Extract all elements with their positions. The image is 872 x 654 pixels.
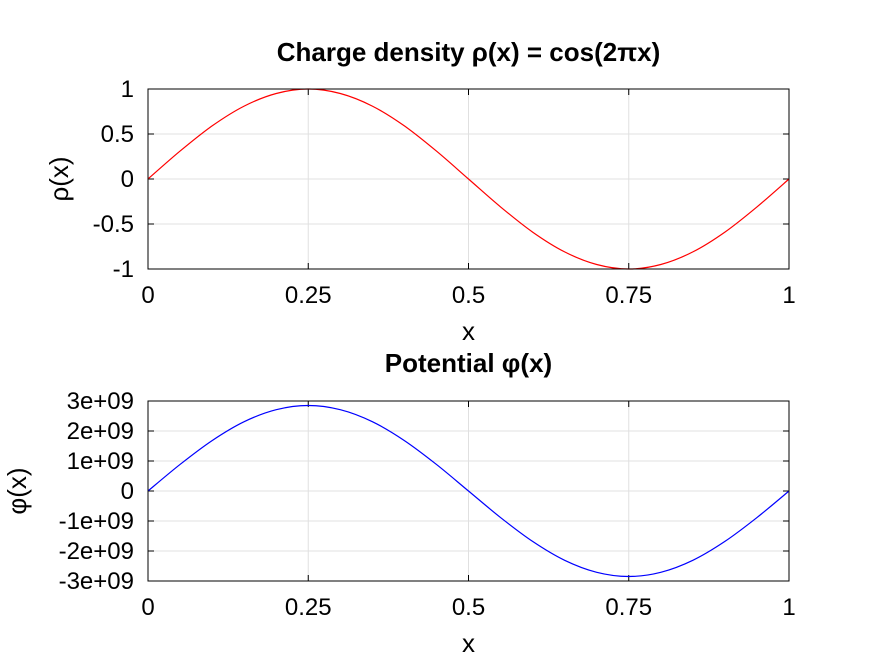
charge-density-y-tick-label: -0.5 xyxy=(93,211,134,238)
charge-density-series-line xyxy=(147,88,790,270)
potential-x-tick-label: 0.25 xyxy=(285,594,332,621)
charge-density-chart: 0 0.25 0.5 0.75 1 -1 -0.5 0 0.5 1 Charge density … xyxy=(44,37,796,346)
charge-density-title: Charge density ρ(x) = cos(2πx) xyxy=(277,37,661,67)
charge-density-y-axis-label: ρ(x) xyxy=(44,156,74,201)
potential-y-tick-label: -2e+09 xyxy=(59,538,134,565)
charge-density-x-tick-label: 0 xyxy=(141,282,154,309)
potential-y-tick-label: 3e+09 xyxy=(67,388,134,415)
charge-density-x-tick-label: 1 xyxy=(782,282,795,309)
potential-ticks: 0 0.25 0.5 0.75 1 -3e+09 -2e+09 -1e+09 0 1e+09 2e+… xyxy=(59,388,796,621)
potential-y-tick-label: 1e+09 xyxy=(67,448,134,475)
potential-x-tick-label: 1 xyxy=(782,594,795,621)
potential-x-tick-label: 0.75 xyxy=(605,594,652,621)
potential-series xyxy=(147,404,790,578)
potential-y-tick-label: 2e+09 xyxy=(67,418,134,445)
potential-y-tick-label: 0 xyxy=(121,478,134,505)
potential-title: Potential φ(x) xyxy=(385,348,552,378)
charge-density-ticks: 0 0.25 0.5 0.75 1 -1 -0.5 0 0.5 1 xyxy=(93,76,796,309)
potential-y-tick-label: -1e+09 xyxy=(59,508,134,535)
potential-y-tick-label: -3e+09 xyxy=(59,568,134,595)
potential-chart: 0 0.25 0.5 0.75 1 -3e+09 -2e+09 -1e+09 0 1e+09 2e+… xyxy=(2,348,796,654)
charge-density-y-tick-label: 0 xyxy=(121,166,134,193)
potential-series-line xyxy=(147,404,790,578)
charge-density-x-tick-label: 0.5 xyxy=(452,282,485,309)
charge-density-x-tick-label: 0.75 xyxy=(605,282,652,309)
potential-axes-box xyxy=(147,400,790,582)
potential-x-axis-label: x xyxy=(462,628,475,654)
charge-density-y-tick-label: 1 xyxy=(121,76,134,103)
charge-density-series xyxy=(147,88,790,270)
charge-density-y-tick-label: -1 xyxy=(113,256,134,283)
charge-density-y-tick-label: 0.5 xyxy=(101,121,134,148)
potential-x-tick-label: 0.5 xyxy=(452,594,485,621)
charge-density-x-tick-label: 0.25 xyxy=(285,282,332,309)
potential-y-axis-label: φ(x) xyxy=(2,467,32,514)
potential-x-tick-label: 0 xyxy=(141,594,154,621)
charge-density-x-axis-label: x xyxy=(462,316,475,346)
charge-density-axes-box xyxy=(147,88,790,270)
